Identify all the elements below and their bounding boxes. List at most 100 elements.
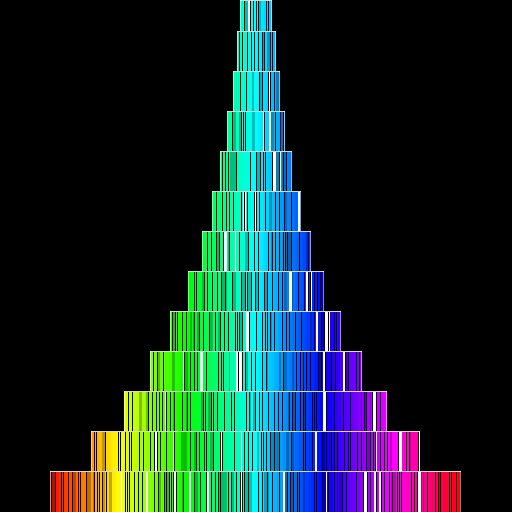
barcode-stripe (203, 352, 206, 391)
barcode-stripe (411, 432, 413, 471)
barcode-stripe (245, 432, 248, 471)
barcode-stripe (335, 312, 336, 351)
barcode-stripe (281, 192, 283, 231)
barcode-stripe (227, 472, 228, 512)
barcode-stripe (304, 432, 305, 471)
barcode-stripe (210, 312, 211, 351)
barcode-stripe (276, 112, 277, 151)
barcode-stripe (242, 432, 244, 471)
barcode-stripe (211, 352, 214, 391)
barcode-stripe (163, 392, 165, 431)
barcode-stripe (227, 352, 229, 391)
barcode-stripe (379, 472, 381, 512)
barcode-stripe (187, 432, 190, 471)
barcode-stripe (360, 352, 361, 391)
barcode-stripe (156, 352, 157, 391)
barcode-stripe (309, 432, 312, 471)
barcode-stripe (222, 352, 223, 391)
barcode-stripe (254, 472, 255, 512)
barcode-stripe (307, 352, 310, 391)
barcode-stripe (288, 472, 290, 512)
tier-right-edge (300, 191, 301, 231)
barcode-stripe (194, 392, 196, 431)
barcode-stripe (280, 472, 283, 512)
barcode-stripe (245, 192, 246, 231)
barcode-stripe (257, 312, 260, 351)
barcode-stripe (284, 352, 287, 391)
barcode-stripe (457, 472, 460, 512)
barcode-stripe (298, 432, 300, 471)
barcode-stripe (311, 352, 314, 391)
barcode-stripe (279, 272, 282, 311)
barcode-stripe (169, 352, 172, 391)
barcode-stripe (269, 192, 272, 231)
barcode-stripe (295, 472, 297, 512)
barcode-stripe (207, 472, 209, 512)
barcode-stripe (341, 432, 344, 471)
barcode-stripe (353, 352, 356, 391)
barcode-stripe (305, 472, 308, 512)
barcode-stripe (349, 472, 352, 512)
barcode-stripe (340, 352, 343, 391)
barcode-stripe (217, 432, 220, 471)
barcode-stripe (329, 392, 330, 431)
barcode-stripe (235, 432, 238, 471)
barcode-stripe (243, 232, 245, 271)
pyramid-tier-3 (233, 71, 280, 111)
barcode-stripe (107, 472, 108, 512)
tier-top-edge (202, 231, 311, 232)
barcode-stripe (264, 1, 266, 31)
barcode-stripe (250, 112, 252, 151)
barcode-stripe (233, 272, 236, 311)
barcode-stripe (130, 472, 133, 512)
barcode-stripe (169, 432, 170, 471)
pyramid-tier-6 (212, 191, 301, 231)
barcode-stripe (381, 432, 383, 471)
barcode-stripe (242, 272, 245, 311)
pyramid-tier-2 (237, 31, 276, 71)
barcode-stripe (293, 312, 295, 351)
barcode-stripe (326, 472, 327, 512)
barcode-stripe (261, 112, 263, 151)
barcode-stripe (258, 112, 261, 151)
barcode-stripe (277, 472, 279, 512)
barcode-stripe (165, 392, 166, 431)
barcode-stripe (91, 432, 94, 471)
barcode-stripe (263, 392, 265, 431)
barcode-stripe (141, 432, 142, 471)
barcode-stripe (208, 232, 209, 271)
barcode-stripe (242, 72, 243, 111)
barcode-stripe (441, 472, 443, 512)
barcode-stripe (230, 352, 232, 391)
barcode-stripe (247, 392, 249, 431)
barcode-stripe (195, 272, 196, 311)
barcode-stripe (316, 312, 318, 351)
barcode-stripe (323, 472, 326, 512)
barcode-stripe (121, 472, 122, 512)
barcode-stripe (319, 352, 321, 391)
barcode-stripe (243, 32, 245, 71)
barcode-stripe (87, 472, 88, 512)
barcode-stripe (335, 432, 337, 471)
barcode-stripe (299, 392, 300, 431)
barcode-stripe (436, 472, 438, 512)
barcode-stripe (230, 472, 231, 512)
barcode-stripe (357, 472, 360, 512)
barcode-stripe (257, 1, 258, 31)
barcode-stripe (266, 72, 268, 111)
barcode-stripe (331, 392, 334, 431)
barcode-stripe (262, 432, 263, 471)
barcode-stripe (306, 272, 308, 311)
barcode-stripe (280, 152, 281, 191)
tier-left-edge (212, 191, 213, 231)
barcode-stripe (388, 432, 390, 471)
barcode-stripe (294, 472, 295, 512)
barcode-stripe (323, 432, 325, 471)
barcode-stripe (265, 392, 266, 431)
barcode-stripe (229, 472, 230, 512)
barcode-stripe (192, 272, 194, 311)
barcode-stripe (192, 312, 193, 351)
barcode-stripe (226, 152, 228, 191)
barcode-stripe (259, 432, 261, 471)
barcode-stripe (294, 432, 295, 471)
